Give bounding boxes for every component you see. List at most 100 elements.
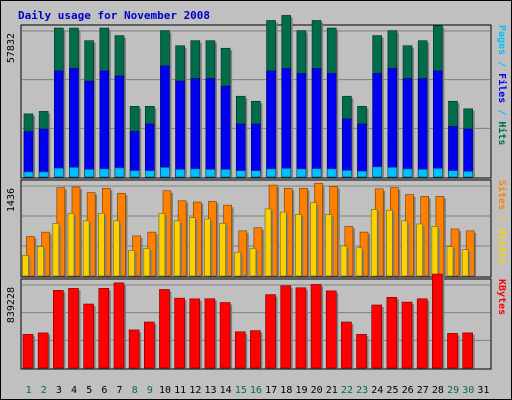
x-tick-label: 3: [56, 385, 62, 396]
y-tick-label: 839228: [6, 287, 17, 323]
bar-kbytes: [401, 301, 415, 369]
bar-files: [266, 70, 278, 178]
bar-files: [190, 78, 202, 178]
x-tick-label: 14: [220, 385, 232, 396]
x-tick-label: 4: [71, 385, 77, 396]
x-tick-label: 30: [462, 385, 474, 396]
bar-files: [448, 126, 460, 178]
bar-files: [251, 123, 263, 178]
bar-files: [160, 65, 172, 178]
x-tick-label: 23: [356, 385, 368, 396]
bar-pages: [326, 168, 339, 178]
bar-pages: [69, 167, 81, 178]
bar-sites: [386, 209, 395, 277]
bar-kbytes: [341, 321, 354, 369]
panel-kbytes: 839228 KBytes: [6, 273, 507, 370]
x-tick-label: 31: [477, 385, 489, 396]
bar-sites: [22, 255, 31, 277]
bar-kbytes: [189, 298, 202, 369]
bar-kbytes: [356, 334, 369, 369]
bar-pages: [114, 167, 126, 178]
bar-files: [84, 80, 96, 178]
bar-kbytes: [432, 273, 445, 369]
bar-sites: [431, 226, 440, 277]
series-legend-label: KBytes: [496, 279, 507, 315]
legend-part: /: [496, 210, 507, 228]
x-tick-label: 22: [341, 385, 353, 396]
legend-part: Sites: [496, 180, 508, 210]
legend-part: Hits: [496, 121, 508, 145]
bar-files: [235, 123, 248, 178]
bar-pages: [99, 168, 111, 178]
x-tick-label: 19: [295, 385, 307, 396]
series-legend-label: Sites / Visits: [496, 180, 508, 264]
x-tick-label: 12: [189, 385, 201, 396]
legend-part: Pages: [496, 25, 507, 55]
bar-kbytes: [113, 282, 126, 369]
x-tick-label: 20: [311, 385, 323, 396]
bar-pages: [402, 168, 415, 178]
bar-kbytes: [386, 296, 399, 369]
bar-pages: [235, 170, 248, 178]
bar-kbytes: [325, 290, 339, 369]
x-tick-label: 7: [117, 385, 123, 396]
bar-pages: [220, 169, 233, 178]
bar-kbytes: [159, 289, 172, 369]
bar-files: [129, 131, 142, 178]
x-tick-label: 9: [147, 385, 153, 396]
bar-kbytes: [174, 297, 187, 369]
bar-files: [372, 73, 384, 178]
bar-pages: [129, 170, 142, 178]
bar-files: [175, 80, 187, 178]
bar-sites: [446, 246, 456, 277]
x-tick-label: 26: [402, 385, 414, 396]
bar-files: [99, 70, 111, 178]
bar-files: [220, 85, 233, 178]
bar-kbytes: [143, 321, 157, 369]
bar-files: [144, 123, 157, 178]
bar-files: [433, 70, 445, 178]
bar-sites: [310, 202, 319, 277]
legend-part: /: [496, 103, 507, 121]
bar-pages: [38, 171, 51, 178]
chart-title: Daily usage for November 2008: [18, 9, 210, 22]
bar-sites: [113, 220, 122, 277]
legend-part: /: [496, 55, 507, 73]
bar-kbytes: [462, 332, 475, 369]
bar-files: [281, 68, 293, 178]
bar-pages: [357, 170, 369, 178]
bar-pages: [205, 169, 217, 178]
bar-pages: [417, 169, 430, 178]
bar-pages: [160, 167, 172, 178]
x-tick-label: 17: [265, 385, 277, 396]
legend-part: KBytes: [496, 279, 507, 315]
bar-sites: [234, 251, 243, 277]
bar-sites: [219, 223, 228, 277]
x-tick-label: 15: [235, 385, 247, 396]
bar-sites: [295, 214, 304, 277]
bar-pages: [23, 171, 35, 178]
x-tick-label: 29: [447, 385, 459, 396]
bar-pages: [84, 169, 96, 178]
panel-hits-files-pages: 57832 Pages / Files / Hits: [6, 15, 508, 179]
bar-kbytes: [83, 303, 96, 369]
bar-pages: [144, 170, 157, 178]
bar-sites: [249, 248, 258, 277]
bar-files: [402, 78, 415, 178]
bar-files: [463, 128, 475, 178]
bar-kbytes: [98, 287, 111, 369]
bar-sites: [82, 220, 92, 277]
bar-files: [296, 73, 308, 178]
bar-kbytes: [204, 298, 217, 369]
bar-kbytes: [53, 290, 66, 369]
bar-sites: [188, 217, 198, 277]
series-legend-label: Pages / Files / Hits: [496, 25, 508, 145]
bar-pages: [387, 167, 399, 178]
bar-files: [387, 68, 399, 178]
bar-sites: [325, 214, 334, 277]
bar-sites: [340, 245, 349, 277]
legend-part: Visits: [496, 228, 508, 264]
bar-kbytes: [22, 334, 35, 369]
y-tick-label: 57832: [6, 33, 17, 63]
